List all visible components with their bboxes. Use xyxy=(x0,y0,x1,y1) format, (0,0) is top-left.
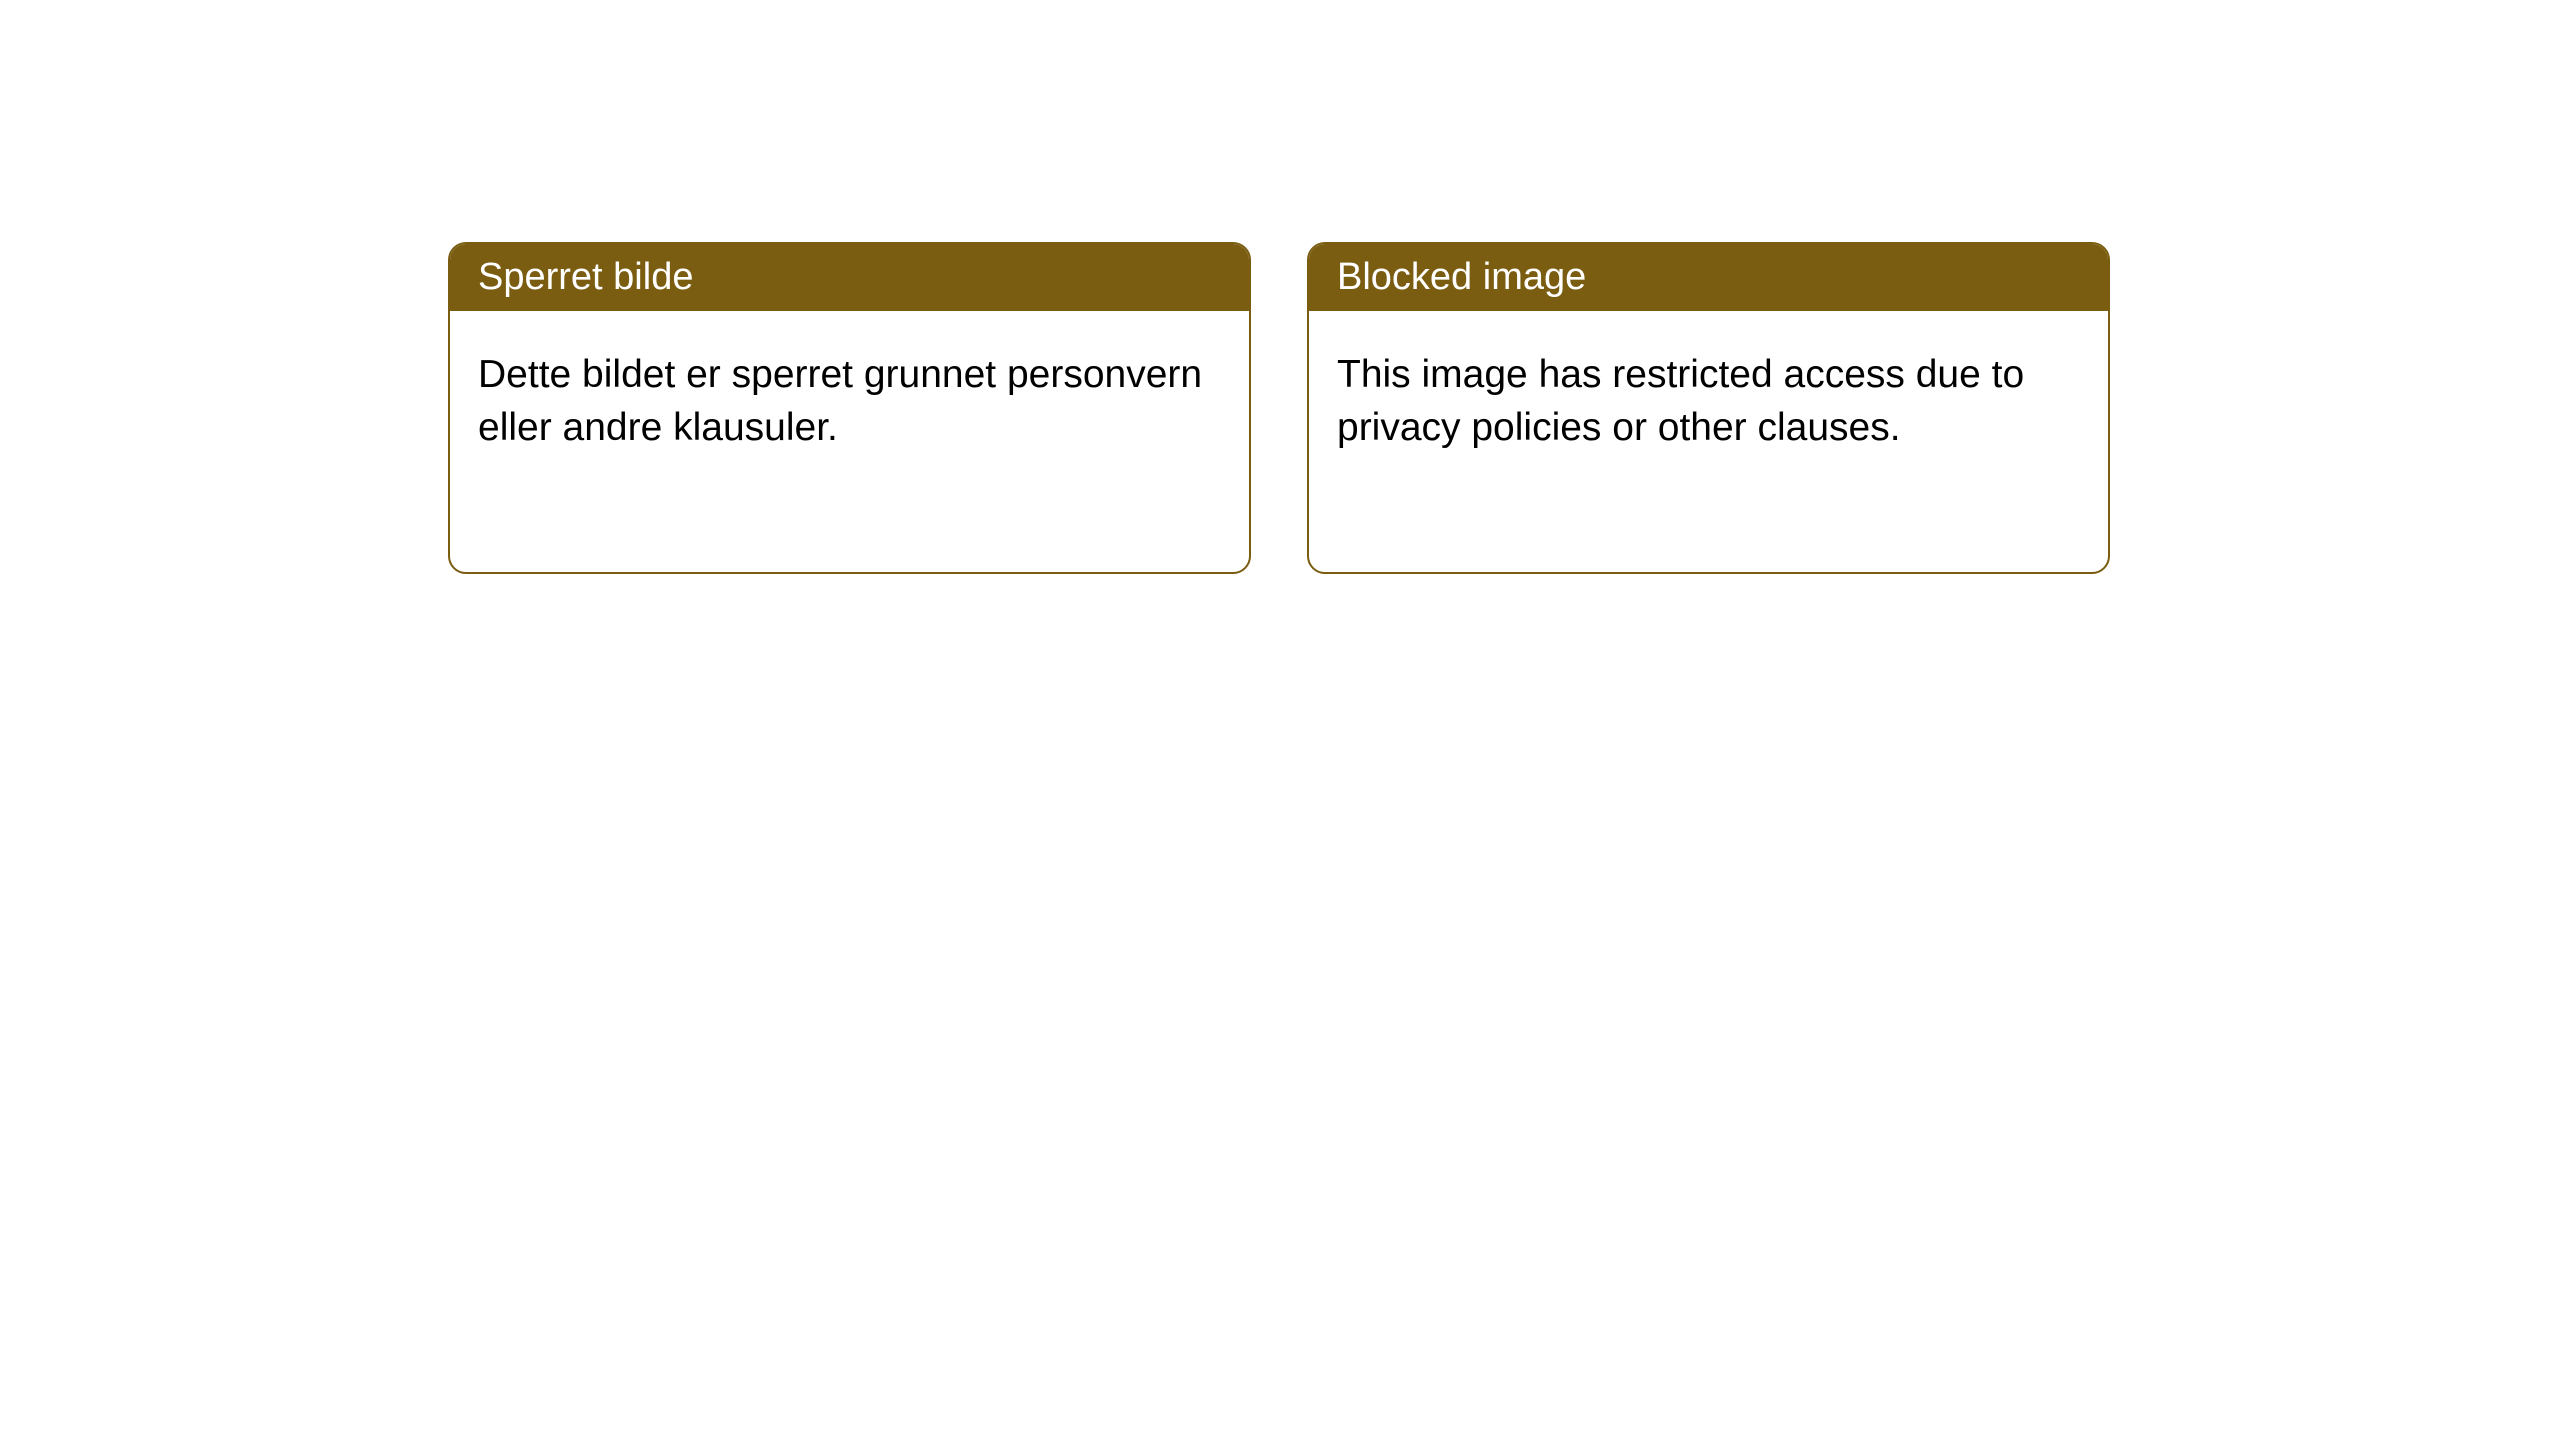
notice-card-norwegian: Sperret bilde Dette bildet er sperret gr… xyxy=(448,242,1251,574)
card-header: Sperret bilde xyxy=(450,244,1249,311)
card-title: Sperret bilde xyxy=(478,256,693,298)
card-header: Blocked image xyxy=(1309,244,2108,311)
card-title: Blocked image xyxy=(1337,256,1586,298)
card-body-text: This image has restricted access due to … xyxy=(1337,353,2024,449)
notice-cards-container: Sperret bilde Dette bildet er sperret gr… xyxy=(0,0,2560,574)
card-body-text: Dette bildet er sperret grunnet personve… xyxy=(478,353,1202,449)
card-body: This image has restricted access due to … xyxy=(1309,311,2108,492)
card-body: Dette bildet er sperret grunnet personve… xyxy=(450,311,1249,492)
notice-card-english: Blocked image This image has restricted … xyxy=(1307,242,2110,574)
